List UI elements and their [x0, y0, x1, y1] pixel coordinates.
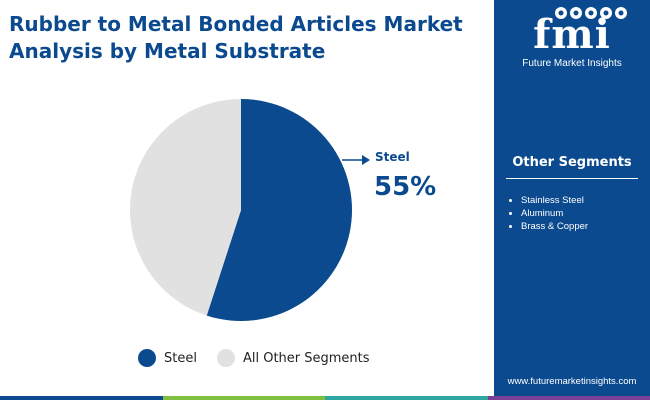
callout-arrow-head	[362, 155, 370, 165]
segment-list: Stainless Steel Aluminum Brass & Copper	[506, 194, 588, 233]
pie-chart	[130, 99, 370, 321]
bottom-bar-segment	[487, 396, 650, 400]
legend-label-other: All Other Segments	[242, 350, 370, 366]
bottom-color-bar	[0, 396, 650, 400]
bottom-bar-segment	[325, 396, 488, 400]
pie-slice-all-other-segments	[130, 99, 241, 316]
chart-title: Rubber to Metal Bonded Articles Market A…	[9, 12, 463, 63]
logo-mark: fmi	[533, 11, 611, 58]
legend-swatch-steel	[138, 349, 156, 367]
logo-icons	[555, 7, 627, 19]
pie-slice-steel	[206, 99, 352, 321]
callout-label: Steel	[375, 150, 410, 164]
legend-item-steel: Steel	[138, 349, 197, 367]
logo-text: Future Market Insights	[522, 58, 622, 69]
segment-item: Brass & Copper	[521, 220, 588, 233]
legend-label-steel: Steel	[164, 350, 197, 366]
legend-item-other: All Other Segments	[216, 349, 370, 367]
segment-item: Aluminum	[521, 207, 588, 220]
legend: Steel All Other Segments	[138, 347, 390, 369]
panel-divider	[506, 178, 638, 179]
segment-item: Stainless Steel	[521, 194, 588, 207]
logo: fmi Future Market Insights	[494, 0, 650, 76]
legend-swatch-other	[216, 349, 235, 367]
callout-value: 55%	[374, 172, 437, 202]
bottom-bar-segment	[162, 396, 325, 400]
other-segments-panel: Other Segments Stainless Steel Aluminum …	[494, 76, 650, 400]
sidebar: fmi Future Market Insights Other Segment…	[494, 0, 650, 400]
website-url[interactable]: www.futuremarketinsights.com	[507, 376, 637, 387]
panel-title: Other Segments	[512, 155, 632, 170]
bottom-bar-segment	[0, 396, 163, 400]
